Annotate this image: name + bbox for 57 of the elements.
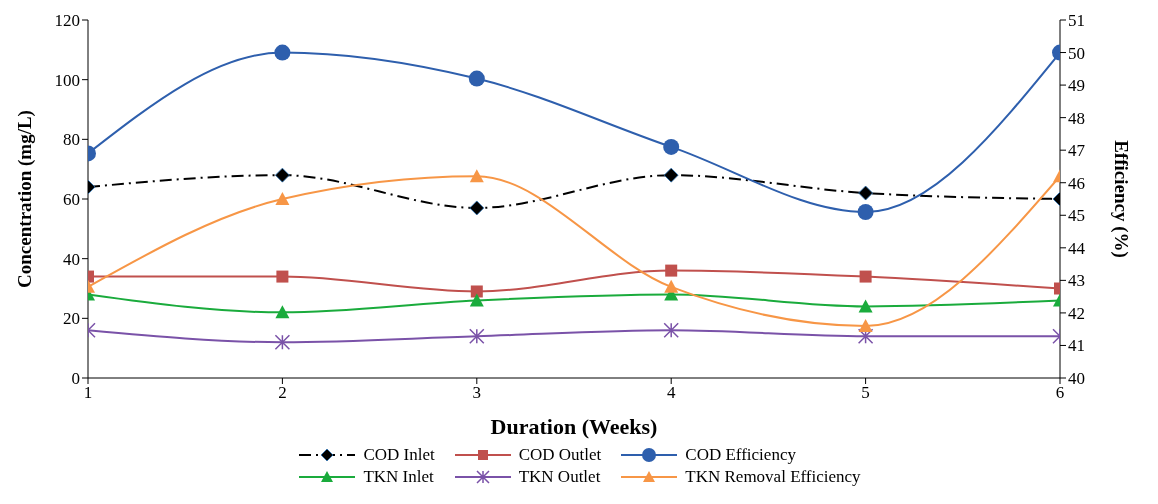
y2-tick-label: 50 [1068, 43, 1085, 63]
point [274, 334, 291, 350]
legend-label: TKN Outlet [518, 466, 601, 488]
y2-tick-label: 46 [1068, 173, 1085, 193]
point [469, 169, 484, 183]
y-tick-label: 120 [54, 11, 80, 31]
y-tick-label: 20 [63, 309, 80, 329]
x-axis-title: Duration (Weeks) [490, 414, 658, 439]
point [276, 270, 289, 283]
point [858, 318, 873, 332]
y2-tick-label: 42 [1068, 303, 1085, 323]
y2-tick-label: 51 [1068, 11, 1085, 31]
y2-tick-label: 43 [1068, 271, 1085, 291]
point [470, 285, 483, 298]
point [857, 204, 874, 221]
y2-tick-label: 40 [1068, 369, 1085, 389]
y-tick-label: 100 [54, 70, 80, 90]
point [275, 192, 290, 205]
y-tick-label: 80 [63, 130, 80, 150]
point [469, 293, 484, 307]
legend-label: COD Outlet [518, 444, 602, 466]
point [858, 299, 873, 313]
y2-tick-label: 48 [1068, 108, 1085, 128]
legend-label: COD Efficiency [685, 444, 796, 466]
legend-label: TKN Removal Efficiency [685, 466, 861, 488]
y2-tick-label: 47 [1068, 141, 1086, 161]
y-tick-label: 40 [63, 249, 80, 269]
point [663, 322, 679, 339]
point [663, 167, 679, 183]
y-tick-label: 60 [63, 190, 80, 210]
x-tick-label: 4 [666, 383, 676, 403]
point [663, 138, 680, 155]
point [275, 167, 290, 183]
point [664, 279, 679, 293]
point [468, 70, 485, 87]
x-tick-label: 2 [278, 383, 287, 403]
y2-tick-label: 41 [1068, 336, 1085, 356]
y-axis-title: Concentration (mg/L) [13, 110, 36, 288]
point [857, 328, 874, 344]
y2-tick-label: 49 [1068, 76, 1085, 96]
point [469, 328, 485, 344]
x-tick-label: 5 [861, 383, 870, 403]
x-tick-label: 6 [1055, 383, 1065, 403]
x-tick-label: 3 [472, 383, 482, 403]
y-tick-label: 0 [71, 369, 80, 389]
legend-label: COD Inlet [363, 444, 435, 466]
y2-tick-label: 44 [1068, 238, 1086, 258]
point [274, 44, 291, 61]
point [275, 305, 290, 319]
y2-tick-label: 45 [1068, 206, 1085, 226]
y2-axis-title: Efficiency (%) [1110, 140, 1133, 258]
point [469, 200, 485, 216]
point [858, 185, 873, 201]
x-tick-label: 1 [83, 383, 93, 403]
point [665, 264, 678, 277]
legend-label: TKN Inlet [363, 466, 434, 488]
point [859, 270, 872, 283]
